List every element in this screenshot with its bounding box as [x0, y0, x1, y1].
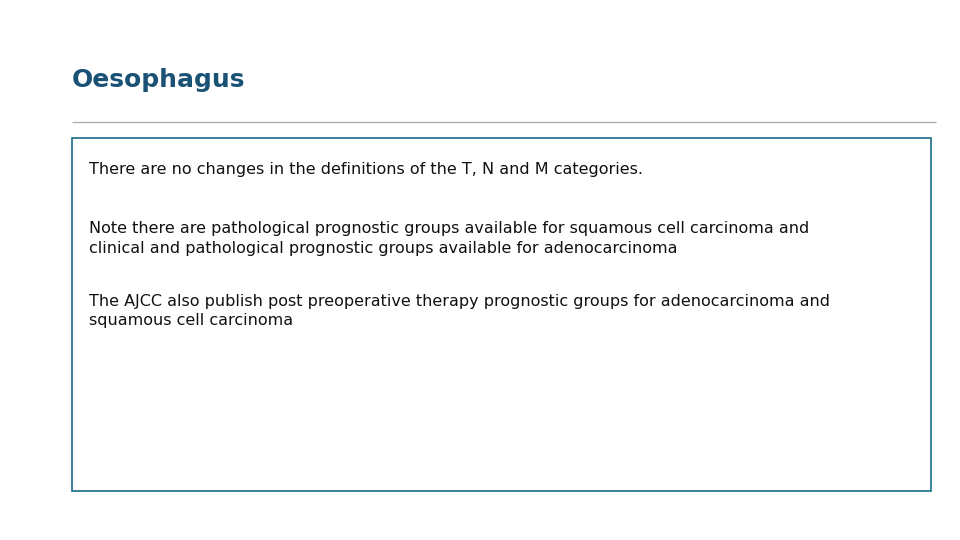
FancyBboxPatch shape — [72, 138, 931, 491]
Text: The AJCC also publish post preoperative therapy prognostic groups for adenocarci: The AJCC also publish post preoperative … — [89, 294, 830, 328]
Text: Note there are pathological prognostic groups available for squamous cell carcin: Note there are pathological prognostic g… — [89, 221, 809, 255]
Text: There are no changes in the definitions of the T, N and M categories.: There are no changes in the definitions … — [89, 162, 643, 177]
Text: Oesophagus: Oesophagus — [72, 68, 246, 91]
